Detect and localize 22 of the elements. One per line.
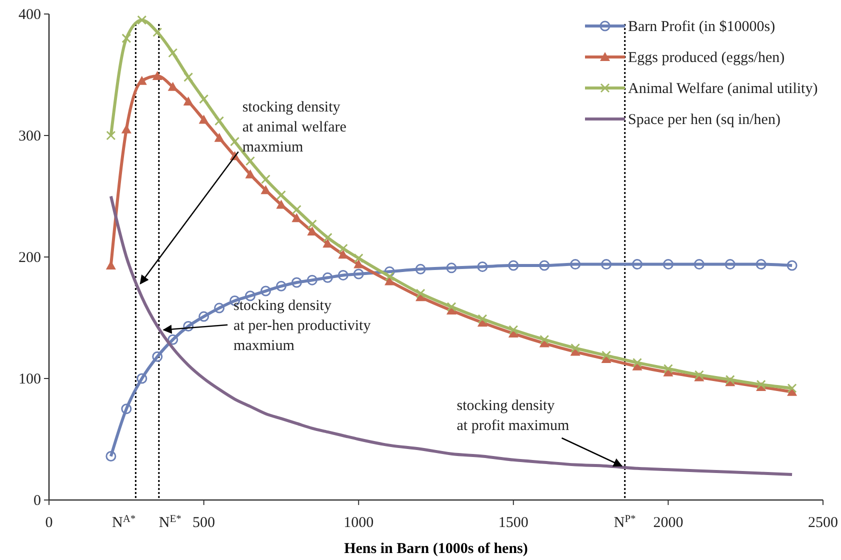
x-axis-title: Hens in Barn (1000s of hens) <box>344 541 528 557</box>
annotation: stocking density at per-hen productivity maxmium <box>234 298 372 354</box>
y-tick-label: 100 <box>18 372 41 388</box>
legend-label: Eggs produced (eggs/hen) <box>628 50 785 66</box>
ref-line-label: N$^{A*}$ <box>112 514 136 531</box>
y-tick-label: 400 <box>18 7 41 23</box>
y-tick-label: 300 <box>18 128 41 144</box>
legend-label: Space per hen (sq in/hen) <box>628 112 780 128</box>
ref-line-label: N$^{P*}$ <box>614 514 636 531</box>
annotation: stocking density at animal welfare maxmium <box>242 100 347 156</box>
legend-label: Barn Profit (in $10000s) <box>628 19 776 35</box>
legend-label: Animal Welfare (animal utility) <box>628 81 818 97</box>
x-tick-label: 1000 <box>344 515 374 531</box>
y-tick-label: 0 <box>34 493 41 509</box>
annotation: stocking density at profit maximum <box>456 398 570 434</box>
x-tick-label: 0 <box>45 515 53 531</box>
x-tick-label: 500 <box>192 515 216 531</box>
ref-line-label: N$^{E*}$ <box>158 514 182 531</box>
x-tick-label: 2000 <box>653 515 684 531</box>
y-tick-label: 200 <box>18 250 41 266</box>
x-tick-label: 1500 <box>498 515 528 531</box>
x-tick-label: 2500 <box>808 515 838 531</box>
